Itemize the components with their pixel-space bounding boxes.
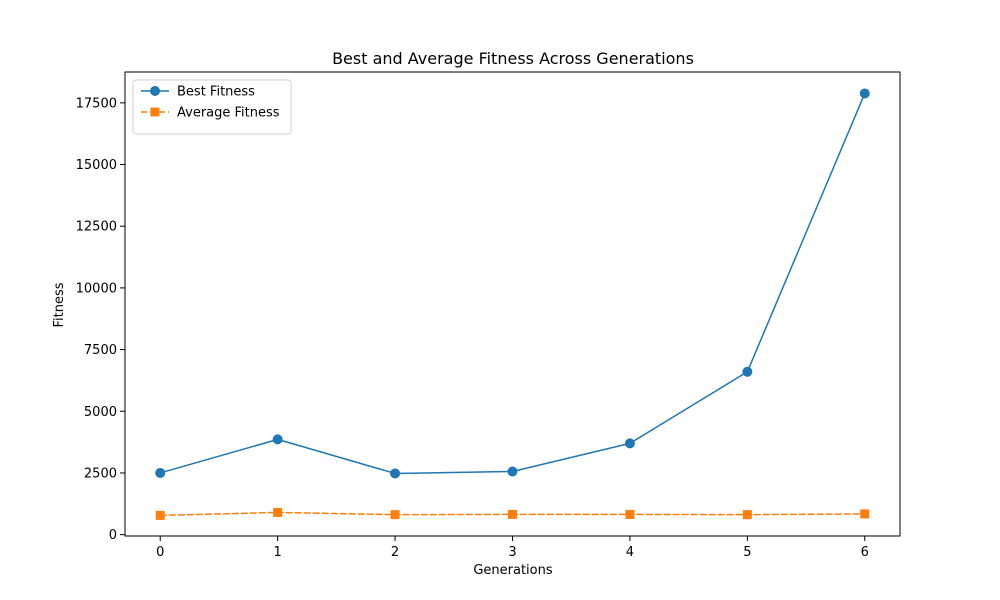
x-tick-label-4: 4 bbox=[626, 545, 634, 560]
series-point-1-4 bbox=[625, 509, 635, 519]
series-0 bbox=[155, 88, 870, 479]
y-tick-label-3: 7500 bbox=[84, 343, 117, 358]
x-tick-label-1: 1 bbox=[274, 545, 282, 560]
legend-item-1: Average Fitness bbox=[141, 106, 280, 121]
y-tick-label-6: 15000 bbox=[76, 158, 117, 173]
series-layer bbox=[155, 88, 870, 520]
series-point-1-5 bbox=[742, 510, 752, 520]
legend-label-0: Best Fitness bbox=[177, 85, 255, 100]
series-1 bbox=[155, 507, 870, 520]
chart-title: Best and Average Fitness Across Generati… bbox=[332, 49, 694, 68]
series-point-1-1 bbox=[273, 507, 283, 517]
y-tick-label-7: 17500 bbox=[76, 96, 117, 111]
series-point-1-6 bbox=[860, 509, 870, 519]
y-tick-label-4: 10000 bbox=[76, 281, 117, 296]
series-point-1-2 bbox=[390, 510, 400, 520]
series-point-0-6 bbox=[859, 88, 870, 99]
series-point-1-3 bbox=[508, 509, 517, 519]
x-tick-label-3: 3 bbox=[508, 545, 516, 560]
legend-item-0: Best Fitness bbox=[141, 85, 255, 100]
legend: Best Fitness Average Fitness bbox=[132, 79, 292, 135]
legend-swatch-marker-1 bbox=[150, 107, 160, 117]
y-axis-label: Fitness bbox=[52, 282, 67, 327]
legend-label-1: Average Fitness bbox=[177, 106, 280, 121]
x-tick-label-2: 2 bbox=[391, 545, 399, 560]
series-point-0-3 bbox=[507, 466, 518, 477]
series-point-0-4 bbox=[624, 438, 635, 449]
legend-swatch-marker-0 bbox=[150, 86, 160, 96]
series-point-0-1 bbox=[272, 434, 283, 445]
x-tick-label-5: 5 bbox=[743, 545, 751, 560]
series-point-0-2 bbox=[390, 468, 401, 479]
y-tick-label-5: 12500 bbox=[76, 220, 117, 235]
series-point-0-5 bbox=[742, 366, 753, 377]
series-point-1-0 bbox=[155, 510, 165, 520]
y-tick-label-0: 0 bbox=[109, 528, 117, 543]
plot-area bbox=[125, 72, 900, 536]
x-axis-label: Generations bbox=[473, 563, 553, 578]
axes-layer: 0 1 2 3 4 5 6 0 2500 5000 7500 10000 12500 15000 17500 bbox=[76, 71, 901, 560]
x-tick-label-0: 0 bbox=[156, 545, 164, 560]
y-tick-label-2: 5000 bbox=[84, 405, 117, 420]
x-tick-label-6: 6 bbox=[861, 545, 869, 560]
plot-background bbox=[125, 72, 900, 536]
series-point-0-0 bbox=[155, 467, 166, 478]
legend-box bbox=[132, 79, 292, 135]
y-tick-label-1: 2500 bbox=[84, 466, 117, 481]
